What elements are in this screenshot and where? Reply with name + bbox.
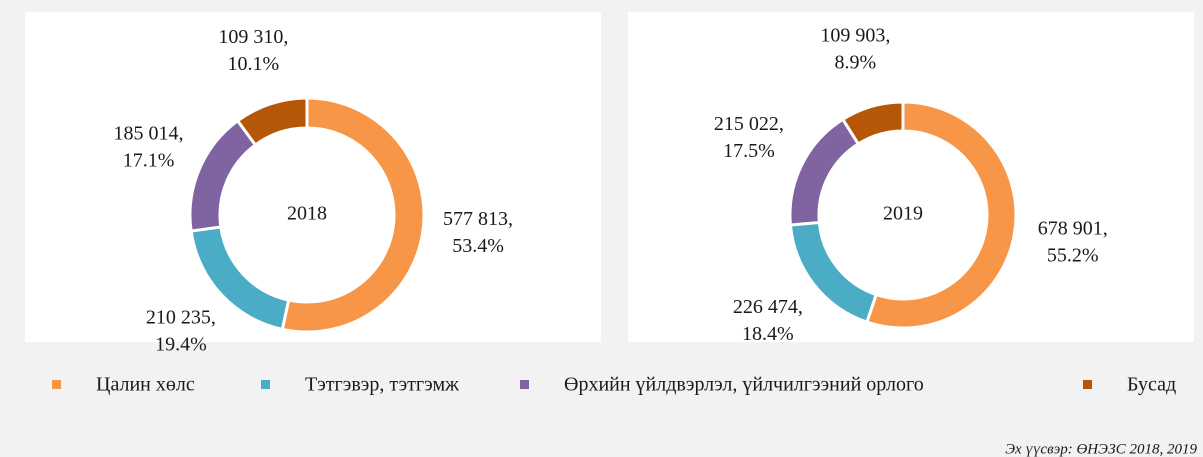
data-label: 19.4% — [155, 334, 207, 356]
legend-marker — [520, 380, 529, 389]
data-label: 10.1% — [228, 53, 280, 75]
chart-title: 2019 — [883, 203, 923, 225]
data-label: 185 014, — [114, 123, 184, 145]
data-label: 17.5% — [723, 140, 775, 162]
data-label: 55.2% — [1047, 244, 1099, 266]
data-label: 226 474, — [733, 296, 803, 318]
data-label: 215 022, — [714, 113, 784, 135]
panel — [628, 12, 1194, 342]
data-label: 210 235, — [146, 307, 216, 329]
data-label: 678 901, — [1038, 217, 1108, 239]
donut-slice — [280, 96, 426, 334]
data-label: 577 813, — [443, 208, 513, 230]
legend-label: Тэтгэвэр, тэтгэмж — [305, 374, 459, 396]
legend-marker — [261, 380, 270, 389]
data-label: 8.9% — [835, 51, 877, 73]
legend-marker — [52, 380, 61, 389]
donut-slice — [235, 96, 309, 148]
data-label: 109 903, — [820, 24, 890, 46]
data-label: 53.4% — [452, 235, 504, 257]
data-label: 109 310, — [218, 26, 288, 48]
legend-label: Цалин хөлс — [96, 374, 195, 396]
source-note: Эх үүсвэр: ӨНЭЗС 2018, 2019 — [1005, 441, 1197, 457]
chart-title: 2018 — [287, 203, 327, 225]
donut-slice — [840, 100, 905, 146]
legend-label: Өрхийн үйлдвэрлэл, үйлчилгээний орлого — [564, 374, 924, 396]
data-label: 18.4% — [742, 323, 794, 345]
legend-label: Бусад — [1127, 374, 1176, 396]
panel — [25, 12, 601, 342]
donut-slice — [864, 100, 1018, 330]
legend-marker — [1083, 380, 1092, 389]
data-label: 17.1% — [123, 150, 175, 172]
